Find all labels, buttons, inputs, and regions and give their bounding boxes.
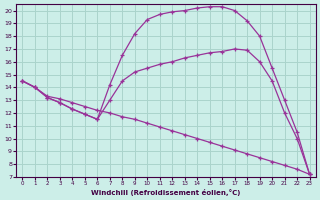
X-axis label: Windchill (Refroidissement éolien,°C): Windchill (Refroidissement éolien,°C) (91, 189, 241, 196)
